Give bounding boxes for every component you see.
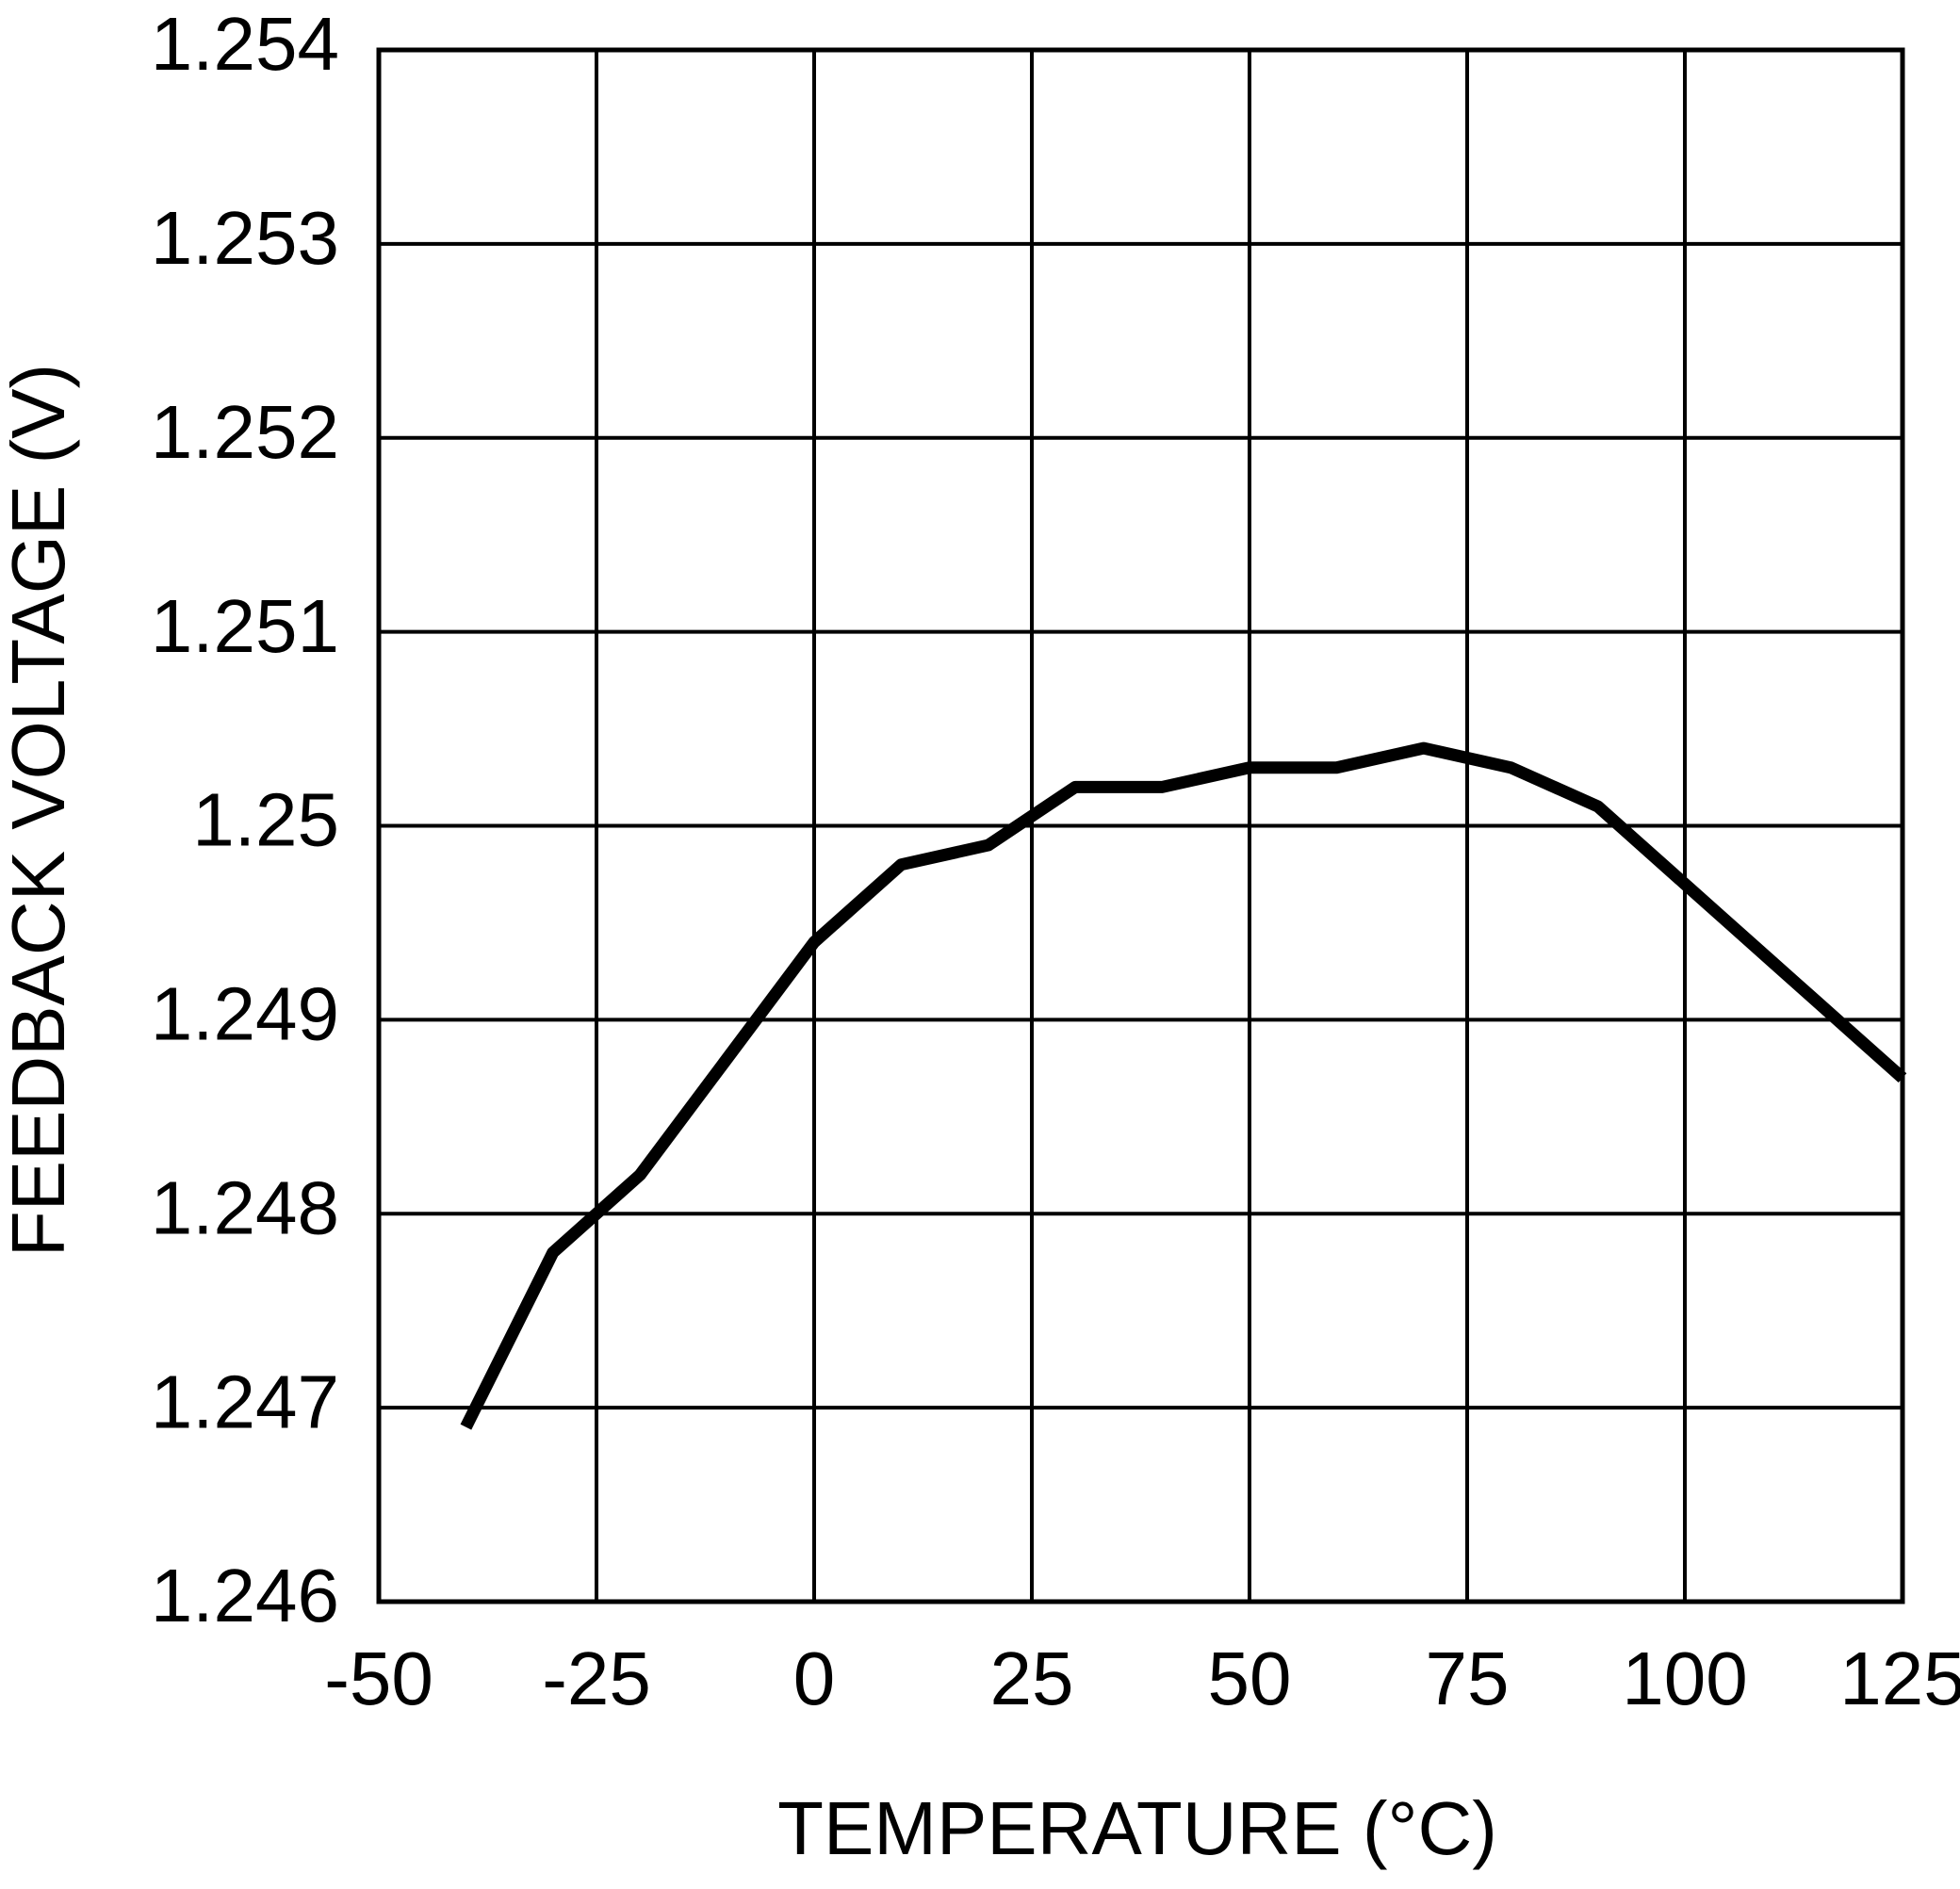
y-axis-label: FEEDBACK VOLTAGE (V) [0,364,80,1257]
x-axis-label: TEMPERATURE (°C) [777,1786,1497,1870]
y-tick-label: 1.249 [151,972,339,1056]
data-line [460,741,1907,1430]
x-tick-label: 75 [1426,1637,1510,1720]
y-tick-label: 1.253 [151,196,339,280]
y-tick-label: 1.246 [151,1554,339,1637]
y-tick-label: 1.254 [151,2,339,86]
y-tick-label: 1.25 [192,778,339,862]
x-tick-label: 125 [1839,1637,1960,1720]
x-tick-label: -25 [542,1637,651,1720]
plot-frame [376,47,1905,1604]
y-tick-label: 1.248 [151,1165,339,1249]
x-tick-label: 50 [1208,1637,1292,1720]
y-tick-label: 1.251 [151,584,339,668]
x-tick-label: 100 [1622,1637,1747,1720]
y-tick-label: 1.247 [151,1360,339,1443]
x-tick-label: 25 [990,1637,1074,1720]
x-tick-label: -50 [324,1637,433,1720]
y-tick-label: 1.252 [151,390,339,474]
x-tick-label: 0 [793,1637,836,1720]
